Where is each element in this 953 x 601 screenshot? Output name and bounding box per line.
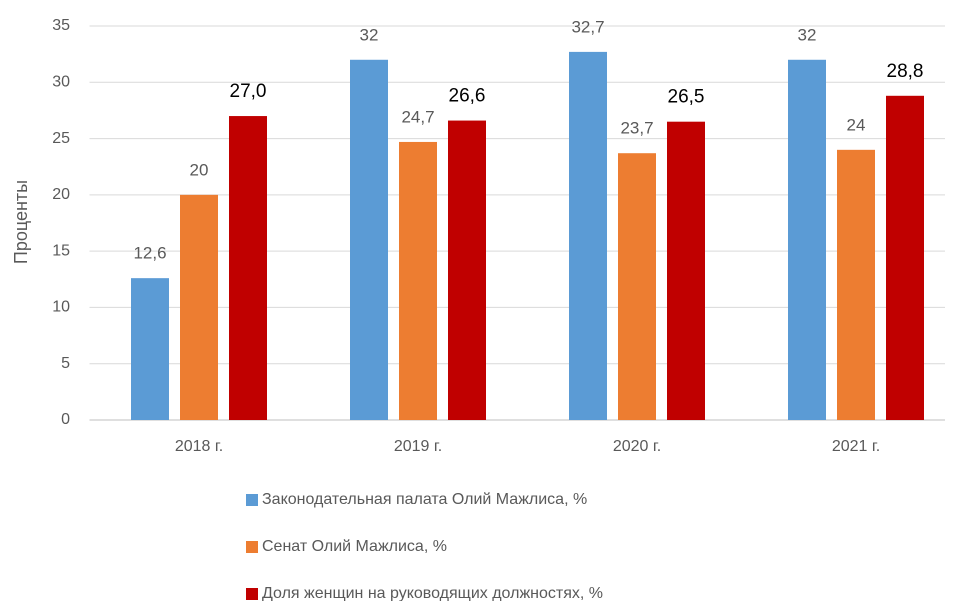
bar [837, 149, 875, 421]
bar [448, 120, 486, 420]
bar [229, 116, 267, 421]
y-tick-label: 30 [52, 74, 70, 91]
data-label: 23,7 [620, 119, 653, 138]
x-tick-label: 2020 г. [613, 438, 661, 455]
y-tick-label: 15 [52, 242, 70, 259]
y-axis-label: Проценты [11, 180, 31, 264]
x-tick-label: 2018 г. [175, 438, 223, 455]
legend-text: Доля женщин на руководящих должностях, % [262, 585, 603, 601]
legend-swatch [246, 541, 258, 553]
legend-text: Законодательная палата Олий Мажлиса, % [262, 491, 587, 508]
legend-swatch [246, 494, 258, 506]
data-label: 27,0 [230, 81, 267, 102]
legend-swatch [246, 588, 258, 600]
x-tick-label: 2019 г. [394, 438, 442, 455]
y-tick-label: 10 [52, 299, 70, 316]
x-tick-label: 2021 г. [832, 438, 880, 455]
data-label: 26,6 [449, 86, 486, 107]
bar [180, 194, 218, 420]
data-label: 32,7 [571, 17, 604, 36]
y-tick-label: 35 [52, 17, 70, 34]
bar [618, 153, 656, 420]
data-label: 12,6 [133, 244, 166, 263]
data-label: 28,8 [887, 61, 924, 82]
bar [131, 278, 169, 420]
data-label: 24 [847, 115, 866, 134]
y-tick-label: 25 [52, 130, 70, 147]
bar [667, 121, 705, 420]
data-label: 20 [190, 160, 209, 179]
data-label: 24,7 [401, 107, 434, 126]
bar [399, 141, 437, 420]
y-tick-label: 5 [61, 355, 70, 372]
y-tick-label: 20 [52, 186, 70, 203]
bar [886, 95, 924, 421]
data-label: 32 [798, 25, 817, 44]
legend-text: Сенат Олий Мажлиса, % [262, 538, 447, 555]
y-tick-label: 0 [61, 411, 70, 428]
data-label: 26,5 [668, 87, 705, 108]
bar [350, 59, 388, 421]
bar [569, 51, 607, 421]
bar [788, 59, 826, 421]
data-label: 32 [360, 25, 379, 44]
